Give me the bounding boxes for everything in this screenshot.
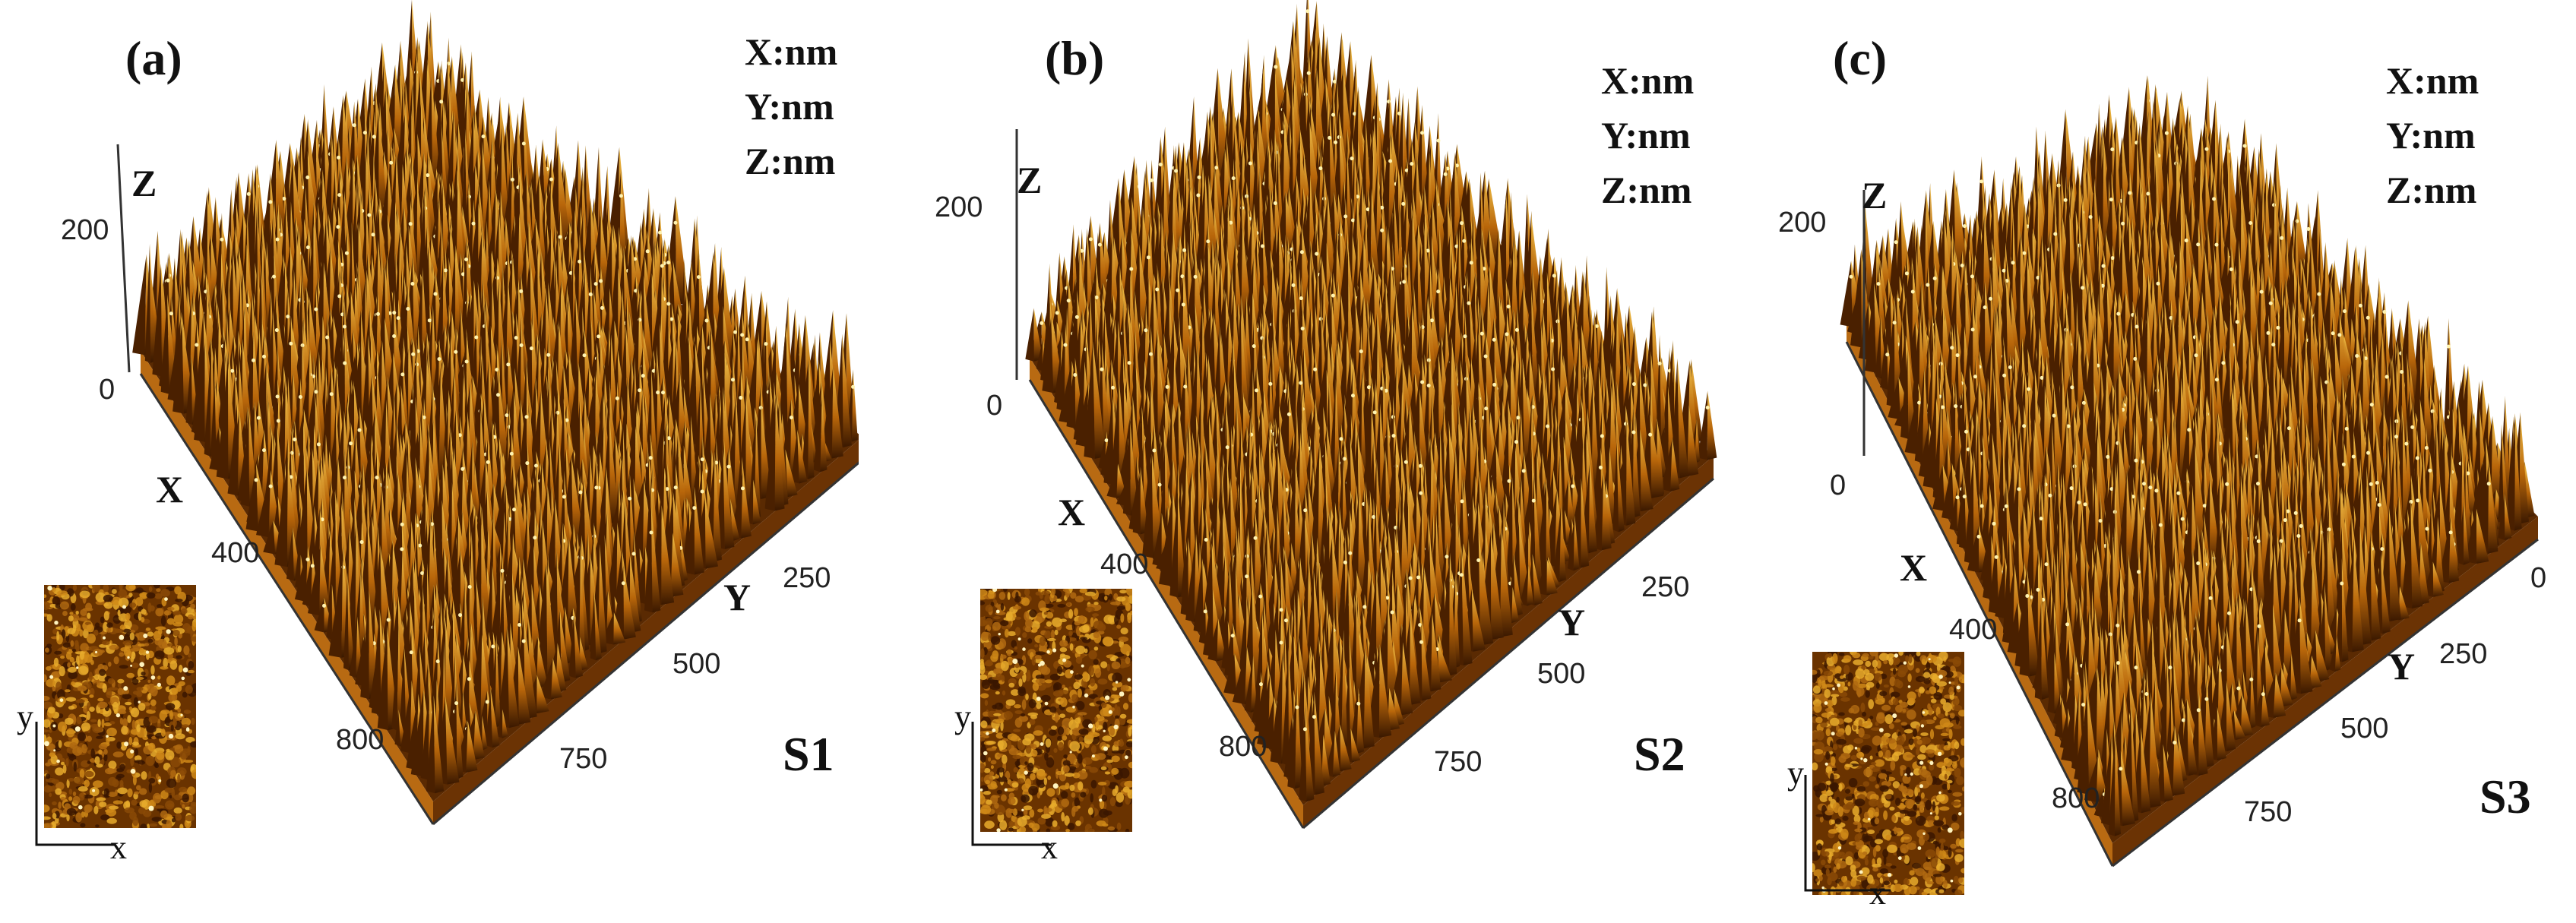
- sample-label: S2: [1634, 727, 1685, 781]
- unit-y-label: Y:nm: [745, 85, 834, 128]
- inset-x-label: x: [1869, 874, 1886, 912]
- x-tick-800: 800: [336, 724, 385, 756]
- afm-surface-3d: [116, 0, 859, 826]
- inset-y-label: y: [17, 698, 33, 735]
- z-tick-200: 200: [61, 214, 109, 246]
- afm-2d-texture: [44, 585, 196, 828]
- inset-y-label: y: [1787, 754, 1804, 792]
- unit-z-label: Z:nm: [745, 140, 836, 182]
- y-tick-750: 750: [2244, 796, 2293, 828]
- y-tick-500: 500: [672, 648, 721, 680]
- x-tick-400: 400: [1949, 614, 1998, 646]
- unit-y-label: Y:nm: [1601, 114, 1691, 156]
- x-tick-400: 400: [211, 537, 260, 569]
- afm-surface-3d: [1015, 0, 1717, 830]
- y-tick-250: 250: [783, 562, 831, 594]
- afm-2d-texture: [980, 589, 1132, 832]
- z-tick-200: 200: [935, 191, 983, 223]
- afm-2d-texture: [1812, 652, 1964, 895]
- z-axis-label: Z: [131, 162, 157, 204]
- unit-z-label: Z:nm: [1601, 169, 1692, 211]
- inset-axes-icon: [971, 722, 1052, 846]
- panel-letter: (c): [1833, 31, 1888, 85]
- x-axis-label: X: [1900, 546, 1928, 589]
- x-axis-label: X: [1058, 491, 1086, 533]
- inset-y-label: y: [954, 698, 971, 735]
- panel-b: (b) X:nm Y:nm Z:nm Z 200 0 X 400 800 Y 0…: [859, 0, 1717, 923]
- y-axis-label: Y: [2388, 645, 2416, 688]
- y-tick-500: 500: [2340, 713, 2389, 744]
- x-tick-400: 400: [1100, 548, 1149, 580]
- afm-surface-3d: [1840, 74, 2539, 868]
- y-axis-label: Y: [1558, 601, 1586, 643]
- x-tick-800: 800: [2052, 782, 2100, 814]
- afm-2d-inset: [1812, 652, 1964, 895]
- y-tick-750: 750: [559, 743, 608, 775]
- z-axis-label: Z: [1862, 174, 1888, 217]
- panel-letter: (a): [125, 31, 182, 85]
- afm-2d-inset: [980, 589, 1132, 832]
- unit-x-label: X:nm: [2386, 59, 2479, 102]
- y-tick-250: 250: [1641, 571, 1690, 603]
- panel-c: (c) X:nm Y:nm Z:nm Z 200 0 X 400 800 Y 0…: [1717, 0, 2576, 923]
- unit-z-label: Z:nm: [2386, 169, 2477, 211]
- sample-label: S3: [2479, 770, 2531, 823]
- x-tick-800: 800: [1219, 731, 1267, 763]
- z-tick-0: 0: [986, 390, 1003, 422]
- y-tick-0: 0: [2530, 562, 2547, 594]
- inset-x-label: x: [1041, 829, 1058, 866]
- sample-label: S1: [783, 727, 834, 781]
- panel-a: (a) X:nm Y:nm Z:nm Z 200 0 X 400 800 Y 0…: [0, 0, 859, 923]
- inset-x-label: x: [110, 829, 127, 866]
- z-tick-200: 200: [1778, 207, 1827, 239]
- y-tick-500: 500: [1537, 658, 1586, 690]
- z-axis-label: Z: [1017, 159, 1043, 201]
- y-tick-750: 750: [1434, 746, 1483, 778]
- unit-x-label: X:nm: [1601, 59, 1695, 102]
- unit-x-label: X:nm: [745, 30, 838, 73]
- y-axis-label: Y: [723, 576, 752, 618]
- z-tick-0: 0: [99, 374, 116, 406]
- x-axis-label: X: [156, 468, 184, 510]
- afm-2d-inset: [44, 585, 196, 828]
- panel-letter: (b): [1045, 31, 1105, 85]
- inset-axes-icon: [35, 722, 116, 846]
- unit-y-label: Y:nm: [2386, 114, 2476, 156]
- inset-axes-icon: [1804, 775, 1891, 892]
- y-tick-250: 250: [2439, 638, 2488, 670]
- z-tick-0: 0: [1830, 469, 1847, 501]
